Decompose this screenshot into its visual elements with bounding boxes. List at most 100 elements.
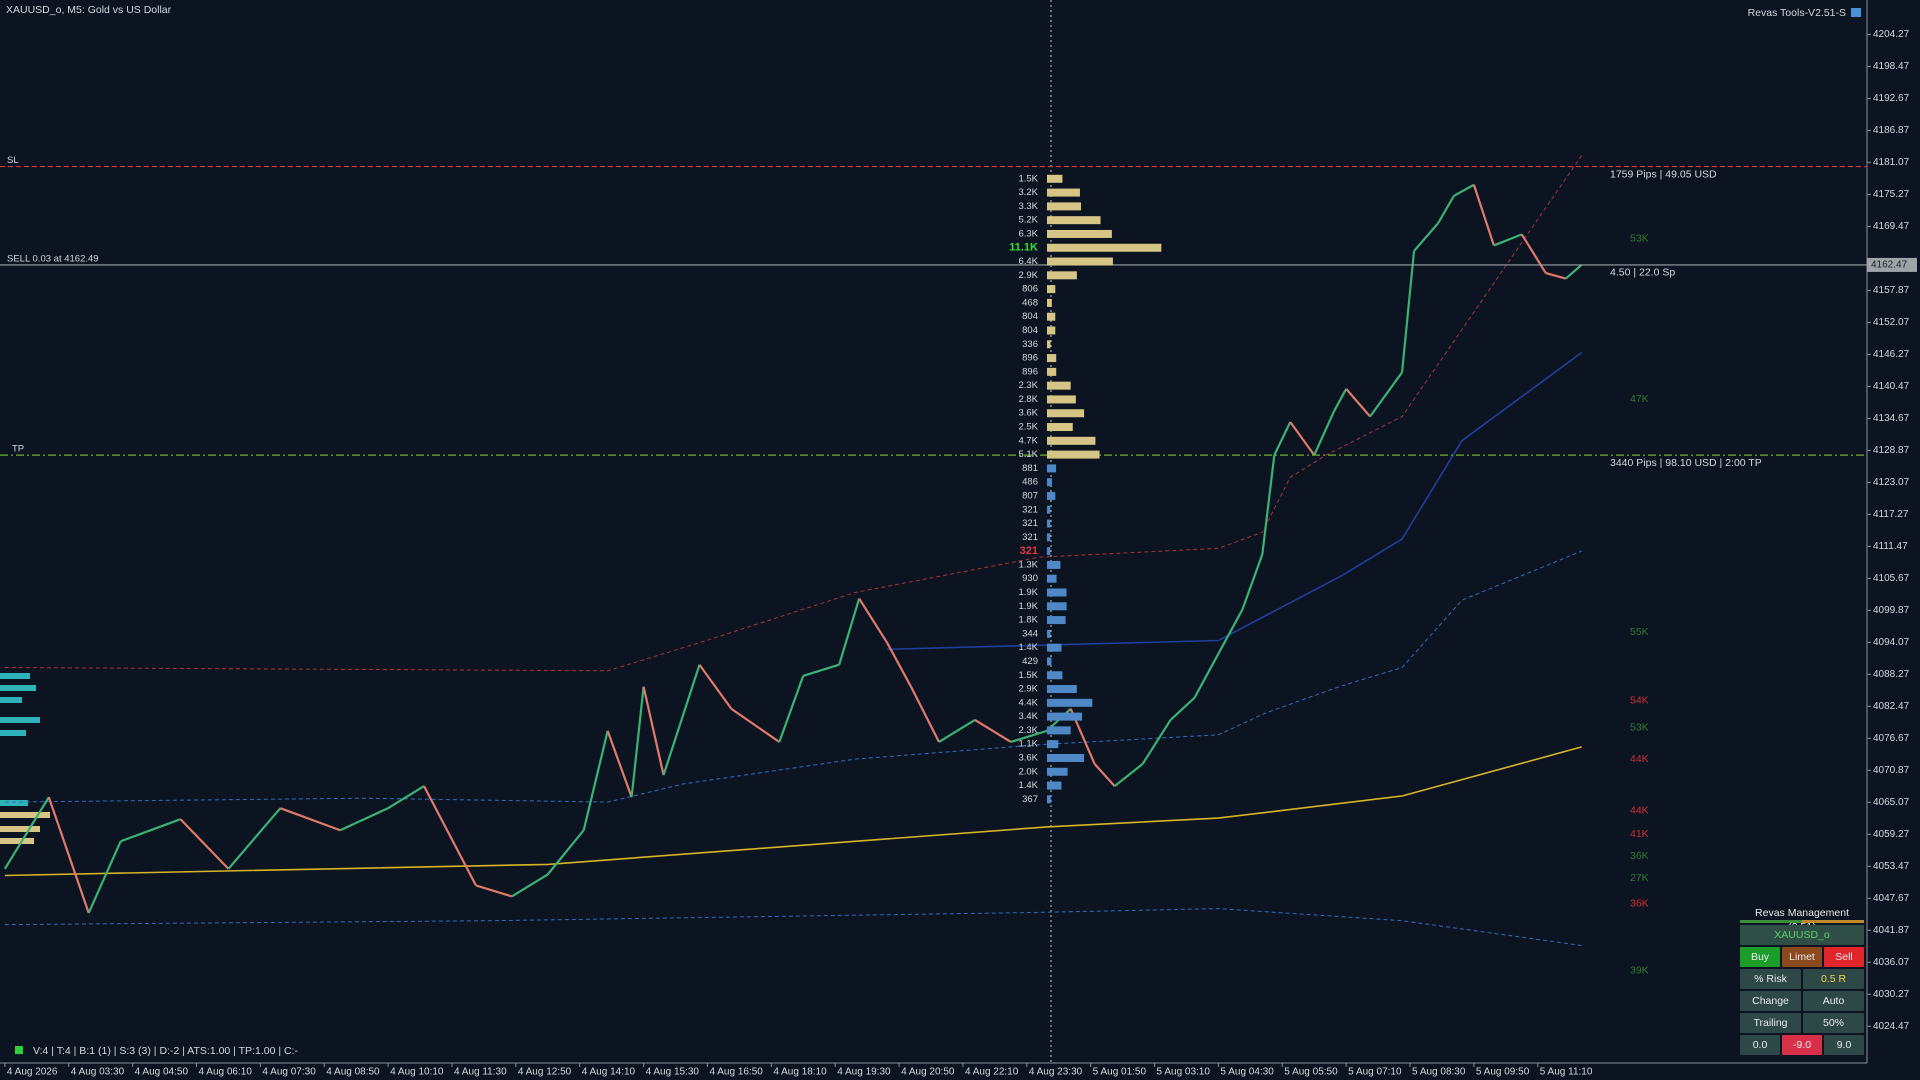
profile-label: 3.3K [1018,201,1038,212]
profile-label: 881 [1022,463,1038,474]
time-label: 4 Aug 08:50 [326,1067,380,1078]
profile-label: 896 [1022,366,1038,377]
panel-button[interactable]: -9.0 [1782,1035,1822,1055]
side-volume-label: 53K [1630,721,1649,733]
profile-bar [1047,533,1051,542]
price-segment [1472,184,1495,246]
price-segment [1400,250,1416,373]
profile-label: 3.4K [1018,711,1038,722]
price-segment [1453,183,1475,197]
price-segment [3,796,50,870]
price-segment [778,675,805,743]
profile-bar [1047,285,1056,294]
price-tick-label: 4070.87 [1873,765,1910,776]
time-label: 4 Aug 18:10 [773,1067,827,1078]
time-label: 5 Aug 07:10 [1348,1067,1402,1078]
panel-button[interactable]: Change [1740,991,1801,1011]
price-segment [47,796,90,914]
price-segment [1113,763,1144,787]
profile-bar [1047,588,1067,597]
panel-button[interactable]: Trailing [1740,1013,1801,1033]
panel-button[interactable]: Auto [1803,991,1864,1011]
price-tick-label: 4024.47 [1873,1021,1910,1032]
management-panel: Revas Management (2.51) XAUUSD_o BuyLime… [1740,906,1864,1057]
panel-button[interactable]: Limet [1782,947,1822,967]
price-segment [1093,763,1116,787]
price-segment [1141,719,1172,765]
profile-label: 1.1K [1018,739,1038,750]
symbol-field[interactable]: XAUUSD_o [1740,925,1864,945]
panel-button[interactable]: % Risk [1740,969,1801,989]
profile-bar [1047,795,1051,804]
panel-bar [1740,920,1864,923]
time-label: 4 Aug 20:50 [901,1067,955,1078]
side-volume-label: 36K [1630,897,1649,909]
profile-label: 930 [1022,573,1038,584]
level-label: SL [7,155,19,166]
side-volume-label: 55K [1630,626,1649,638]
profile-bar [1047,312,1056,321]
price-segment [582,730,609,831]
indicator-line [4,908,1582,946]
price-tick-label: 4198.47 [1873,61,1910,72]
price-tick-label: 4152.07 [1873,317,1910,328]
price-segment [1193,653,1220,699]
time-label: 4 Aug 16:50 [709,1067,763,1078]
side-volume-label: 53K [1630,233,1649,245]
price-segment [423,785,477,886]
profile-label: 1.5K [1018,173,1038,184]
price-segment [802,663,840,677]
time-label: 5 Aug 04:30 [1220,1067,1274,1078]
time-label: 4 Aug 22:10 [965,1067,1019,1078]
price-tick-label: 4065.07 [1873,797,1910,808]
left-profile-bar [0,826,40,832]
profile-label: 1.8K [1018,615,1038,626]
time-label: 4 Aug 2026 [7,1067,58,1078]
profile-bar [1047,423,1073,432]
panel-button[interactable]: Sell [1824,947,1864,967]
panel-button[interactable]: Buy [1740,947,1780,967]
left-profile-bar [0,800,28,806]
time-label: 5 Aug 11:10 [1540,1067,1593,1078]
price-segment [886,642,913,688]
panel-button[interactable]: 0.0 [1740,1035,1780,1055]
price-tick-label: 4036.07 [1873,957,1910,968]
profile-label: 321 [1022,504,1038,515]
level-note: 1759 Pips | 49.05 USD [1610,168,1717,180]
price-tick-label: 4128.87 [1873,445,1910,456]
panel-row: Buy Limet Sell [1740,947,1864,967]
price-segment [1437,195,1455,224]
side-volume-label: 44K [1630,805,1649,817]
profile-label: 1.9K [1018,587,1038,598]
price-segment [606,730,633,798]
profile-bar [1047,229,1112,238]
panel-button[interactable]: 0.5 R [1803,969,1864,989]
profile-bar [1047,436,1096,445]
time-label: 4 Aug 03:30 [71,1067,125,1078]
level-label: TP [12,444,24,455]
profile-bar [1047,712,1083,721]
profile-bar [1047,547,1051,556]
profile-bar [1047,450,1100,459]
price-tick-label: 4041.87 [1873,925,1910,936]
price-segment [1413,222,1439,252]
side-volume-label: 36K [1630,850,1649,862]
profile-bar [1047,326,1056,335]
left-profile [0,673,50,844]
profile-label: 896 [1022,353,1038,364]
price-segment [1273,421,1292,456]
profile-bar [1047,505,1051,514]
panel-button[interactable]: 50% [1803,1013,1864,1033]
level-note: 3440 Pips | 98.10 USD | 2:00 TP [1610,457,1762,469]
profile-bar [1047,174,1063,183]
profile-label: 486 [1022,477,1038,488]
profile-label: 804 [1022,325,1038,336]
price-segment [339,807,389,832]
profile-label: 11.1K [1009,242,1038,254]
profile-label: 4.4K [1018,697,1038,708]
profile-label: 6.3K [1018,228,1038,239]
profile-label: 2.0K [1018,766,1038,777]
profile-bar [1047,740,1059,749]
panel-button[interactable]: 9.0 [1824,1035,1864,1055]
profile-bar [1047,657,1052,666]
